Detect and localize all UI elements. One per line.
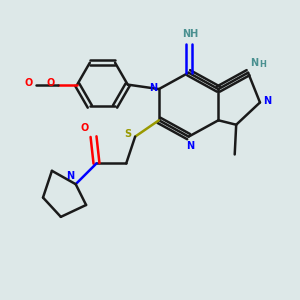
Text: N: N [250, 58, 259, 68]
Text: H: H [260, 60, 266, 69]
Text: N: N [66, 171, 74, 181]
Text: O: O [46, 78, 54, 88]
Text: O: O [25, 78, 33, 88]
Text: N: N [263, 96, 272, 106]
Text: N: N [149, 82, 158, 93]
Text: S: S [124, 129, 132, 139]
Text: O: O [81, 123, 89, 133]
Text: N: N [186, 141, 194, 151]
Text: NH: NH [182, 29, 198, 39]
